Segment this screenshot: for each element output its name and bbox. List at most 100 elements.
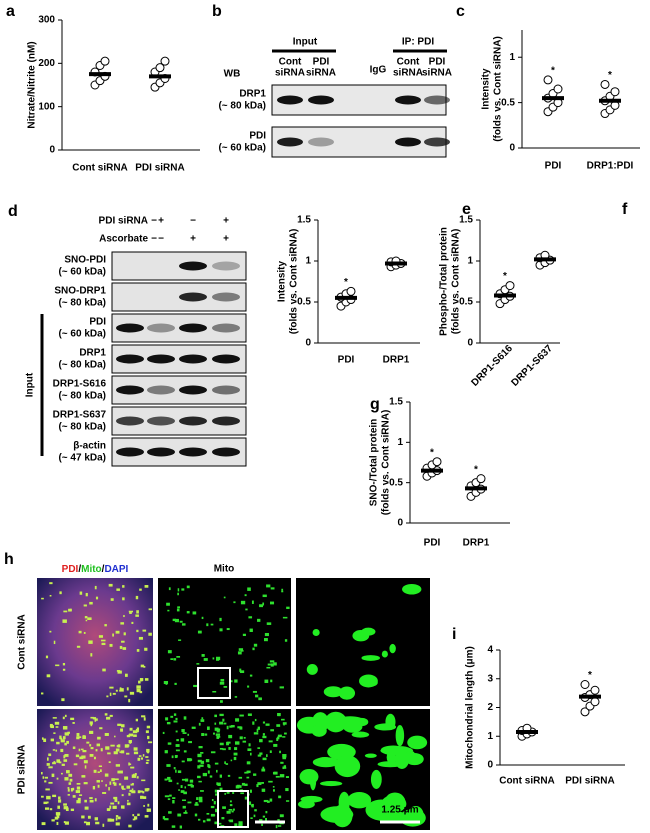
mito-blob: [386, 750, 397, 764]
mito-dot: [104, 713, 108, 716]
mito-dot: [62, 662, 66, 666]
mito-dot: [133, 747, 138, 751]
mito-dot: [104, 624, 107, 627]
mito-dot: [106, 808, 111, 811]
mito-dot: [66, 770, 70, 774]
mito-dot: [109, 781, 112, 785]
mito-dot: [280, 761, 284, 764]
lane-label: Cont: [279, 57, 302, 68]
mito-dot: [171, 825, 176, 828]
mito-dot: [46, 801, 49, 804]
mito-dot: [144, 815, 149, 818]
mito-dot: [226, 628, 230, 631]
mito-dot: [186, 611, 190, 614]
mito-dot: [172, 618, 176, 622]
mito-blob: [309, 769, 317, 791]
mito-dot: [240, 600, 246, 605]
mito-dot: [82, 735, 86, 739]
micrograph: [158, 578, 291, 706]
blot-band: [424, 95, 450, 105]
mito-dot: [123, 632, 126, 636]
mito-dot: [49, 630, 52, 633]
mito-dot: [131, 791, 136, 794]
significance-star: *: [474, 464, 478, 475]
mito-dot: [146, 808, 149, 812]
mito-dot: [173, 713, 177, 716]
mito-dot: [130, 766, 135, 769]
mito-dot: [172, 799, 175, 804]
mito-dot: [180, 738, 185, 742]
mito-dot: [111, 778, 115, 782]
mito-dot: [282, 754, 287, 758]
mito-dot: [183, 716, 187, 720]
mito-dot: [43, 738, 47, 742]
y-tick-label: 1.5: [297, 215, 311, 226]
mito-dot: [114, 778, 119, 781]
mito-dot: [226, 725, 229, 730]
mito-dot: [81, 755, 86, 759]
mito-dot: [249, 789, 252, 793]
mito-dot: [181, 760, 185, 763]
mito-dot: [173, 658, 177, 661]
mito-dot: [279, 750, 281, 754]
mito-dot: [137, 757, 141, 761]
y-axis-label: Nitrate/Nitrite (nM): [27, 41, 38, 128]
significance-star: *: [588, 670, 592, 681]
mito-dot: [115, 748, 120, 752]
mito-dot: [189, 779, 194, 783]
y-tick-label: 3: [487, 673, 493, 684]
mito-dot: [138, 755, 142, 757]
condition-sign: +: [223, 216, 229, 227]
mito-dot: [228, 809, 233, 811]
mito-blob: [359, 674, 378, 688]
mito-dot: [213, 732, 215, 735]
mito-dot: [229, 725, 233, 728]
lane-label: Cont: [397, 57, 420, 68]
mito-dot: [196, 663, 200, 665]
mito-dot: [41, 692, 44, 695]
mito-dot: [53, 761, 56, 763]
mito-dot: [164, 818, 169, 821]
mito-dot: [267, 663, 271, 666]
merge-header-part: DAPI: [104, 564, 128, 575]
mito-dot: [206, 726, 210, 730]
mito-dot: [248, 616, 253, 619]
mito-dot: [187, 801, 192, 804]
mito-dot: [202, 820, 206, 823]
mito-dot: [216, 769, 218, 773]
mito-dot: [171, 755, 174, 759]
mito-dot: [231, 810, 234, 813]
mito-dot: [126, 752, 130, 755]
mito-dot: [115, 764, 121, 767]
mito-dot: [186, 585, 190, 589]
mito-dot: [265, 817, 267, 821]
y-tick-label: 1: [467, 256, 473, 267]
mito-dot: [83, 821, 87, 824]
row-label: (~ 60 kDa): [218, 143, 266, 154]
mito-dot: [253, 773, 257, 776]
mito-blob: [407, 735, 428, 750]
row-label: (~ 80 kDa): [58, 360, 106, 371]
mito-dot: [198, 798, 203, 803]
x-tick-label: PDI siRNA: [565, 776, 614, 787]
mito-dot: [107, 752, 111, 755]
mito-dot: [183, 791, 187, 795]
mito-dot: [62, 716, 65, 720]
data-point: [100, 56, 110, 66]
mito-blob: [395, 725, 405, 747]
mito-dot: [200, 790, 204, 792]
mito-dot: [58, 761, 62, 764]
mito-dot: [216, 736, 220, 739]
mito-dot: [43, 801, 48, 805]
mito-blob: [352, 630, 370, 642]
mito-dot: [119, 770, 123, 774]
mito-blob: [381, 650, 388, 658]
mito-dot: [234, 679, 238, 683]
mito-dot: [201, 733, 205, 737]
mito-dot: [115, 817, 118, 821]
mito-dot: [247, 748, 252, 751]
mito-dot: [49, 808, 53, 811]
mito-dot: [257, 782, 262, 786]
mito-dot: [219, 681, 225, 685]
mito-dot: [89, 797, 93, 800]
